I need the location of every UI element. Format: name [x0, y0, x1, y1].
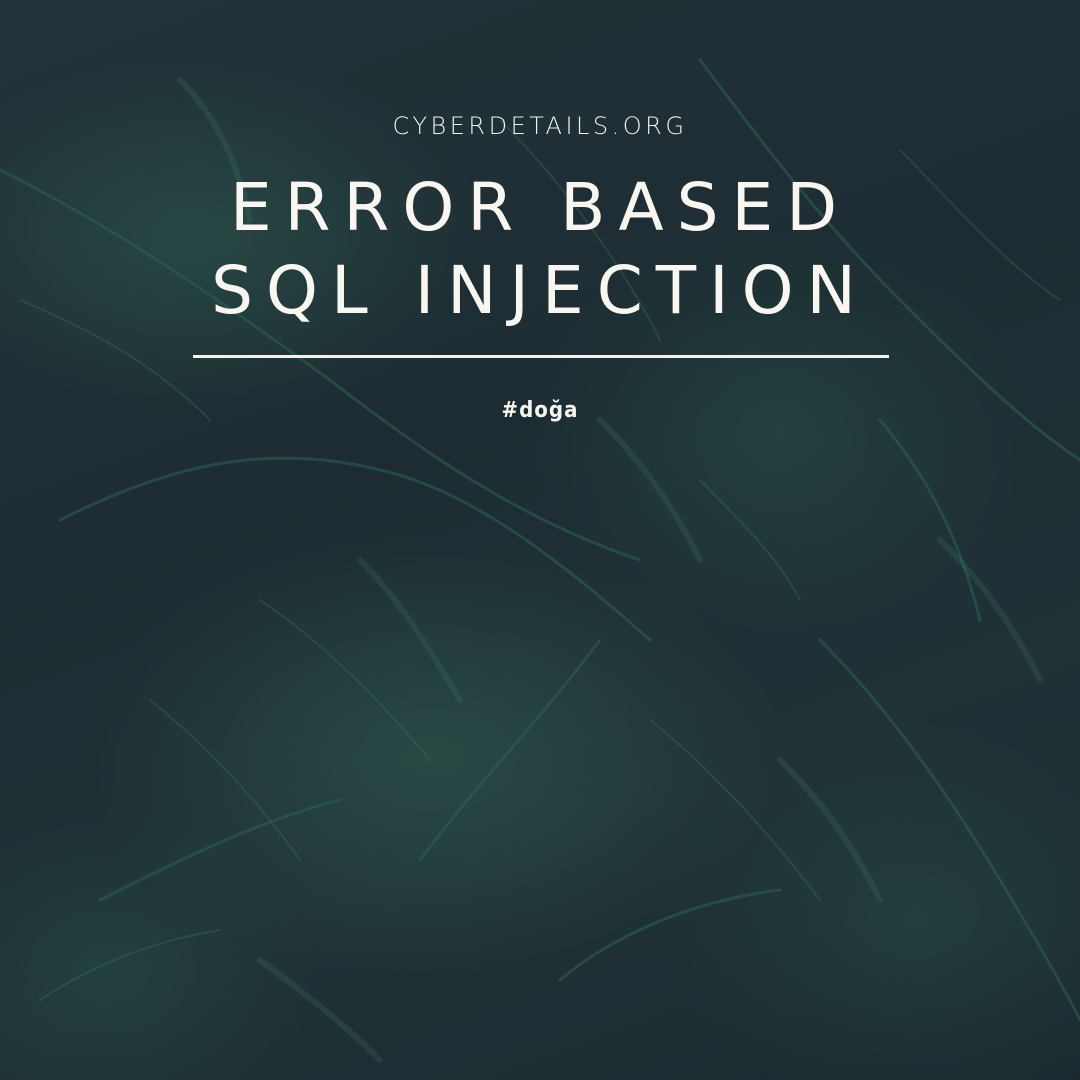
divider-line: [193, 355, 889, 358]
title-line-2: SQL INJECTION: [211, 252, 869, 329]
site-name: CYBERDETAILS.ORG: [392, 112, 688, 140]
hashtag: #doğa: [501, 398, 579, 423]
title-line-1: ERROR BASED: [229, 169, 851, 246]
